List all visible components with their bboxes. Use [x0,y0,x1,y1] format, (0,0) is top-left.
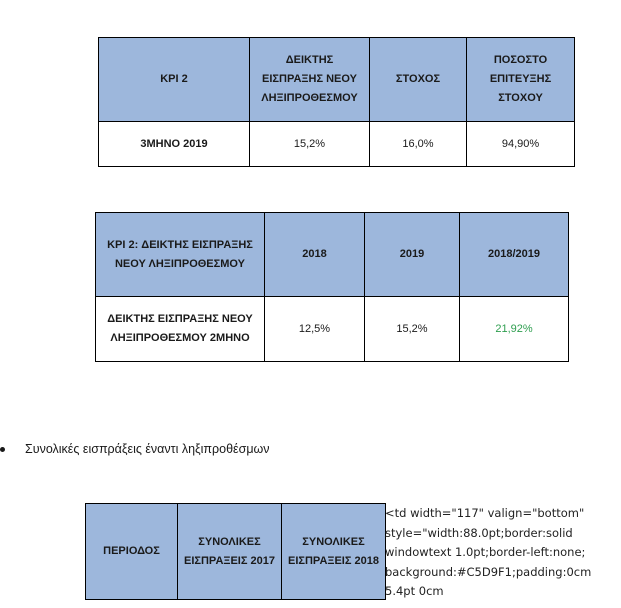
change-percentage-cell: 21,92% [459,296,569,362]
kpi2-target-table: KPI 2 ΔΕΙΚΤΗΣ ΕΙΣΠΡΑΞΗΣ ΝΕΟΥ ΛΗΞΙΠΡΟΘΕΣΜ… [98,37,575,167]
table-cell: 15,2% [249,121,370,167]
table-header-cell: ΣΤΟΧΟΣ [369,37,467,122]
table-row-label: 3ΜΗΝΟ 2019 [98,121,250,167]
table-header-row: KPI 2: ΔΕΙΚΤΗΣ ΕΙΣΠΡΑΞΗΣ ΝΕΟΥ ΛΗΞΙΠΡΟΘΕΣ… [95,212,569,297]
table-cell: 12,5% [264,296,365,362]
bullet-icon [0,447,5,452]
table-cell: 16,0% [369,121,467,167]
table-header-cell: 2018 [264,212,365,297]
table-cell: 94,90% [466,121,575,167]
table-header-cell: ΠΕΡΙΟΔΟΣ [85,503,178,600]
bullet-list-item: Συνολικές εισπράξεις έναντι ληξιπροθέσμω… [0,441,400,457]
kpi2-comparison-table: KPI 2: ΔΕΙΚΤΗΣ ΕΙΣΠΡΑΞΗΣ ΝΕΟΥ ΛΗΞΙΠΡΟΘΕΣ… [95,212,569,362]
bullet-text: Συνολικές εισπράξεις έναντι ληξιπροθέσμω… [25,442,270,456]
table-header-cell: 2019 [364,212,460,297]
table-header-cell: ΣΥΝΟΛΙΚΕΣ ΕΙΣΠΡΑΞΕΙΣ 2017 [177,503,282,600]
table-row: ΔΕΙΚΤΗΣ ΕΙΣΠΡΑΞΗΣ ΝΕΟΥ ΛΗΞΙΠΡΟΘΕΣΜΟΥ 2ΜΗ… [95,296,569,362]
table-header-cell: KPI 2: ΔΕΙΚΤΗΣ ΕΙΣΠΡΑΞΗΣ ΝΕΟΥ ΛΗΞΙΠΡΟΘΕΣ… [95,212,265,297]
table-header-cell: ΠΟΣΟΣΤΟ ΕΠΙΤΕΥΞΗΣ ΣΤΟΧΟΥ [466,37,575,122]
table-header-cell: 2018/2019 [459,212,569,297]
table-header-cell: KPI 2 [98,37,250,122]
table-cell: 15,2% [364,296,460,362]
table-header-row: KPI 2 ΔΕΙΚΤΗΣ ΕΙΣΠΡΑΞΗΣ ΝΕΟΥ ΛΗΞΙΠΡΟΘΕΣΜ… [98,37,575,122]
table-row-label: ΔΕΙΚΤΗΣ ΕΙΣΠΡΑΞΗΣ ΝΕΟΥ ΛΗΞΙΠΡΟΘΕΣΜΟΥ 2ΜΗ… [95,296,265,362]
table-header-row: ΠΕΡΙΟΔΟΣ ΣΥΝΟΛΙΚΕΣ ΕΙΣΠΡΑΞΕΙΣ 2017 ΣΥΝΟΛ… [85,503,386,600]
table-row: 3ΜΗΝΟ 2019 15,2% 16,0% 94,90% [98,121,575,167]
table-header-cell: ΔΕΙΚΤΗΣ ΕΙΣΠΡΑΞΗΣ ΝΕΟΥ ΛΗΞΙΠΡΟΘΕΣΜΟΥ [249,37,370,122]
total-collections-table: ΠΕΡΙΟΔΟΣ ΣΥΝΟΛΙΚΕΣ ΕΙΣΠΡΑΞΕΙΣ 2017 ΣΥΝΟΛ… [85,503,386,600]
table-header-cell: ΣΥΝΟΛΙΚΕΣ ΕΙΣΠΡΑΞΕΙΣ 2018 [281,503,386,600]
raw-markup-text: <td width="117" valign="bottom" style="w… [385,506,592,598]
